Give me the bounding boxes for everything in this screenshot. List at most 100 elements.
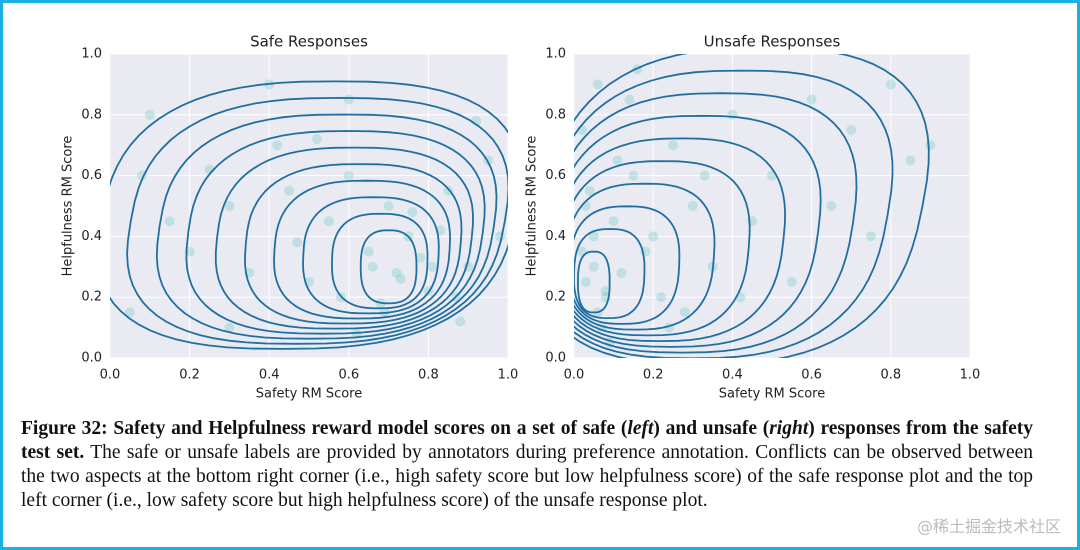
y-axis-label: Helpfulness RM Score	[61, 136, 76, 277]
scatter-point	[343, 170, 354, 181]
y-axis-label: Helpfulness RM Score	[525, 136, 540, 277]
scatter-point	[224, 201, 235, 211]
y-tick-label: 1.0	[81, 47, 102, 62]
x-tick-label: 0.4	[259, 368, 280, 383]
scatter-point	[648, 231, 659, 242]
kde-contour	[331, 212, 429, 310]
watermark: @稀土掘金技术社区	[916, 517, 1061, 536]
caption-text: ) and unsafe (	[653, 418, 770, 439]
scatter-point	[885, 79, 896, 90]
x-tick-label: 0.4	[722, 368, 743, 383]
chart-title: Safe Responses	[250, 33, 368, 51]
scatter-point	[292, 237, 303, 248]
kde-contour	[574, 160, 751, 337]
scatter-point	[588, 261, 599, 272]
x-tick-label: 0.6	[338, 368, 359, 383]
scatter-point	[395, 273, 406, 284]
scatter-point	[592, 79, 603, 90]
scatter-point	[846, 125, 857, 135]
scatter-point	[363, 246, 374, 257]
x-tick-label: 0.2	[179, 368, 200, 383]
scatter-point	[826, 201, 837, 211]
scatter-point	[656, 292, 667, 303]
caption-text: The safe or unsafe labels are provided b…	[21, 442, 1034, 511]
kde-contour	[359, 229, 418, 305]
scatter-point	[455, 316, 466, 327]
scatter-point	[624, 94, 635, 105]
scatter-point	[427, 261, 438, 272]
x-tick-label: 0.8	[418, 368, 439, 383]
y-tick-label: 0.4	[81, 229, 102, 244]
kde-contour	[126, 96, 508, 345]
scatter-point	[164, 216, 175, 227]
scatter-point	[495, 231, 506, 242]
kde-contour	[185, 130, 486, 335]
scatter-point	[367, 261, 378, 272]
kde-contour	[110, 80, 508, 350]
y-tick-label: 0.8	[545, 107, 566, 122]
x-tick-label: 0.6	[801, 368, 822, 383]
x-tick-label: 1.0	[498, 368, 519, 383]
y-tick-label: 0.2	[545, 290, 566, 305]
scatter-point	[668, 140, 678, 151]
caption-text: left	[627, 418, 654, 439]
caption-text: right	[769, 418, 809, 439]
scatter-point	[323, 216, 334, 227]
x-tick-label: 1.0	[960, 368, 981, 383]
kde-contour	[577, 250, 611, 314]
scatter-point	[144, 109, 155, 120]
scatter-point	[383, 201, 394, 211]
x-tick-label: 0.2	[643, 368, 664, 383]
y-tick-label: 0.6	[545, 168, 566, 183]
scatter-point	[687, 201, 698, 211]
scatter-point	[612, 155, 623, 166]
kde-contour	[574, 114, 822, 348]
scatter-point	[616, 267, 627, 278]
scatter-point	[124, 307, 135, 318]
kde-contour	[574, 54, 930, 358]
scatter-point	[284, 185, 295, 196]
scatter-point	[628, 170, 639, 181]
scatter-point	[588, 231, 599, 242]
scatter-point	[608, 216, 619, 227]
scatter-point	[727, 109, 738, 120]
scatter-point	[866, 231, 876, 242]
y-tick-label: 0.8	[81, 107, 102, 122]
scatter-point	[224, 322, 235, 333]
scatter-point	[580, 277, 591, 287]
scatter-point	[905, 155, 916, 166]
x-tick-label: 0.0	[100, 368, 121, 383]
kde-contour	[273, 179, 452, 320]
scatter-point	[407, 207, 418, 218]
chart-title: Unsafe Responses	[704, 33, 841, 51]
scatter-point	[272, 140, 283, 151]
kde-contour	[302, 196, 440, 315]
scatter-point	[343, 94, 354, 105]
kde-contour	[574, 182, 716, 331]
kde-contour	[574, 137, 787, 343]
y-tick-label: 0.0	[81, 351, 102, 366]
kde-contour	[574, 228, 646, 320]
y-tick-label: 1.0	[545, 47, 566, 62]
caption-text: ) responses from the safety test set.	[21, 418, 1034, 463]
kde-contour	[214, 146, 474, 330]
kde-contour	[244, 163, 463, 325]
x-tick-label: 0.0	[564, 368, 585, 383]
scatter-point	[806, 94, 817, 105]
x-tick-label: 0.8	[880, 368, 901, 383]
kde-contour	[574, 92, 858, 354]
scatter-point	[584, 185, 595, 196]
kde-contour	[574, 205, 681, 325]
x-axis-label: Safety RM Score	[719, 387, 826, 402]
kde-contour	[574, 69, 894, 358]
charts: 0.0 0.2 0.4 0.6 0.8 1.0 0.0 0.2 0.4 0.6 0.8 1.0 Safe…	[61, 33, 981, 402]
caption: Figure 32: Safety and Helpfulness reward…	[21, 417, 1033, 513]
kde-contour	[155, 113, 498, 340]
scatter-point	[391, 267, 402, 278]
scatter-point	[925, 140, 936, 151]
caption-text: Figure 32: Safety and Helpfulness reward…	[21, 418, 628, 439]
scatter-point	[786, 277, 797, 287]
y-tick-label: 0.6	[81, 168, 102, 183]
scatter-point	[311, 134, 322, 145]
